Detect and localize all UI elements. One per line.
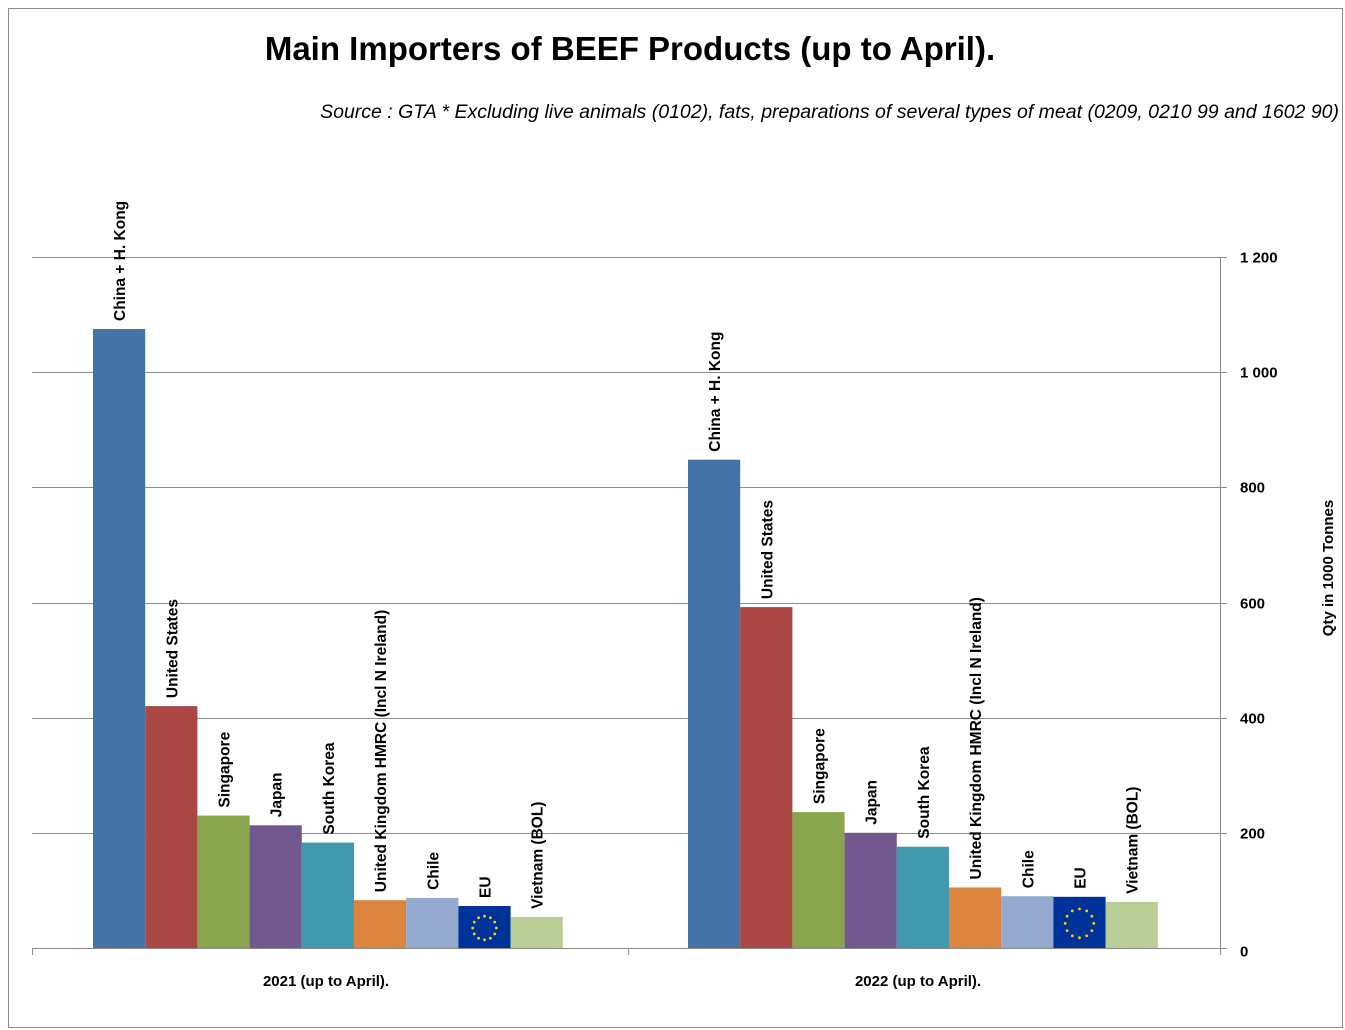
eu-star-icon (493, 920, 497, 924)
eu-star-icon (477, 936, 480, 940)
bar-label: South Korea (916, 746, 933, 839)
eu-star-icon (472, 920, 476, 924)
y-tick-label: 1 200 (1240, 250, 1278, 267)
eu-star-icon (1078, 907, 1081, 911)
bar-label: EU (478, 876, 495, 898)
eu-star-icon (1085, 934, 1089, 938)
bar-label: United States (164, 599, 181, 698)
bar-label: EU (1073, 867, 1090, 889)
eu-star-icon (477, 916, 480, 920)
bar-label: United States (759, 500, 776, 599)
bar (458, 906, 511, 948)
eu-star-icon (1063, 922, 1067, 925)
y-axis-title: Qty in 1000 Tonnes (1320, 500, 1337, 636)
eu-star-icon (1065, 929, 1069, 932)
x-category-label: 2021 (up to April). (263, 973, 389, 990)
x-category-label: 2022 (up to April). (855, 973, 981, 990)
bar-label: United Kingdom HMRC (Incl N Ireland) (373, 610, 390, 892)
bar (740, 607, 793, 948)
chart-subtitle: Source : GTA * Excluding live animals (0… (320, 101, 1339, 123)
eu-star-icon (493, 932, 497, 936)
bar (510, 916, 563, 948)
y-tick-label: 600 (1240, 596, 1265, 613)
eu-star-icon (1090, 929, 1094, 932)
bar (688, 459, 741, 948)
bar (93, 329, 146, 948)
eu-star-icon (483, 914, 486, 918)
bar-label: Singapore (217, 731, 234, 807)
bar-label: Chile (425, 852, 442, 890)
eu-star-icon (483, 938, 486, 942)
bar-label: Japan (269, 772, 286, 817)
eu-star-icon (1070, 934, 1074, 938)
bar-label: China + H. Kong (112, 201, 129, 321)
bar (1001, 896, 1054, 948)
chart-frame (8, 8, 1343, 1028)
bar-label: Japan (864, 780, 881, 825)
bar-label: China + H. Kong (707, 332, 724, 452)
eu-star-icon (471, 926, 475, 930)
y-tick-label: 400 (1240, 711, 1265, 728)
bar (1105, 901, 1158, 948)
bar-label: Vietnam (BOL) (530, 802, 547, 909)
bars (93, 329, 1158, 948)
eu-star-icon (1090, 914, 1094, 918)
bar (1053, 896, 1106, 948)
y-tick-label: 200 (1240, 826, 1265, 843)
eu-star-icon (1092, 922, 1096, 925)
bar-label: Singapore (812, 728, 829, 804)
bar-label: Chile (1020, 850, 1037, 888)
bar-label: South Korea (321, 742, 338, 835)
eu-star-icon (1065, 914, 1069, 918)
bar-label: Vietnam (BOL) (1125, 787, 1142, 894)
bar-label: United Kingdom HMRC (Incl N Ireland) (968, 597, 985, 879)
bar (844, 832, 897, 948)
bar (145, 706, 198, 948)
bar (406, 897, 459, 948)
bar (197, 815, 250, 948)
gridlines (32, 257, 1220, 834)
bar (792, 812, 845, 948)
bar (249, 825, 302, 948)
eu-star-icon (494, 926, 498, 930)
bar-labels: China + H. Kong United States Singapore Jap… (112, 201, 1142, 909)
y-tick-label: 0 (1240, 944, 1248, 961)
chart-title: Main Importers of BEEF Products (up to A… (264, 30, 996, 67)
y-tick-label: 1 000 (1240, 365, 1278, 382)
eu-star-icon (1085, 909, 1089, 913)
bar (301, 842, 354, 948)
bar (896, 846, 949, 948)
bar (949, 887, 1002, 948)
bar (354, 900, 407, 948)
eu-star-icon (489, 936, 492, 940)
eu-star-icon (472, 932, 476, 936)
eu-star-icon (1078, 936, 1081, 940)
eu-star-icon (1070, 909, 1074, 913)
eu-star-icon (489, 916, 492, 920)
y-tick-label: 800 (1240, 480, 1265, 497)
